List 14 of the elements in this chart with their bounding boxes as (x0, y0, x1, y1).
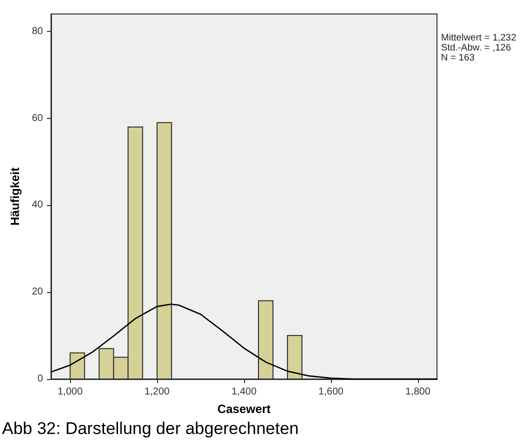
x-axis-title: Casewert (217, 402, 271, 416)
x-tick-label: 1,800 (405, 386, 431, 398)
y-tick-label: 80 (32, 26, 44, 37)
x-tick-label: 1,000 (58, 386, 84, 398)
y-tick-label: 40 (32, 200, 44, 211)
text: Mittelwert = 1,232 Std.-Abw. = ,126 N = 163 (441, 32, 516, 64)
caption: Abb 32: Darstellung der abgerechneten (2, 419, 299, 438)
x-tick-label: 1,600 (318, 386, 344, 398)
x-tick-label: 1,400 (231, 386, 257, 398)
y-tick-label: 60 (32, 112, 44, 124)
y-tick-label: 20 (32, 286, 44, 298)
y-tick-label: 0 (37, 374, 44, 384)
y-axis-title: Häufigkeit (8, 167, 22, 226)
x-tick-label: 1,200 (144, 386, 170, 398)
